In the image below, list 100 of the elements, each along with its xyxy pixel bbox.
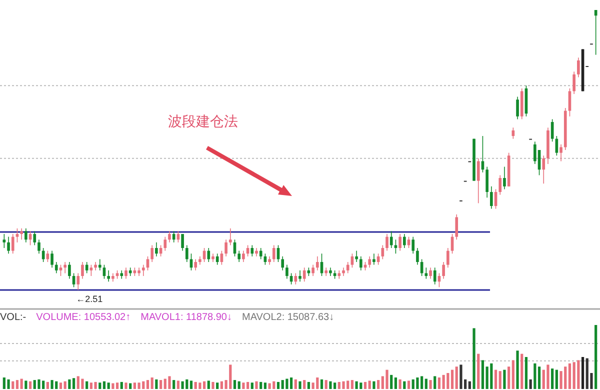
bar xyxy=(124,382,128,389)
bar xyxy=(342,381,345,389)
bar xyxy=(107,382,110,389)
bar xyxy=(181,381,184,389)
bar xyxy=(372,381,376,389)
bar xyxy=(202,381,206,389)
bar xyxy=(529,379,532,389)
bar xyxy=(503,370,506,389)
bar xyxy=(307,382,310,389)
bar xyxy=(94,382,97,389)
bar xyxy=(190,380,193,389)
bar xyxy=(207,380,210,389)
bar xyxy=(298,381,302,389)
bar xyxy=(268,383,271,389)
bar xyxy=(534,363,536,389)
bar xyxy=(324,380,328,389)
bar xyxy=(38,379,40,389)
bar xyxy=(150,377,154,389)
bar xyxy=(438,377,441,389)
bar xyxy=(86,381,88,389)
bar xyxy=(572,362,576,389)
bar xyxy=(212,382,214,389)
bar xyxy=(538,366,541,389)
bar xyxy=(568,363,572,389)
bar xyxy=(407,380,410,389)
bar xyxy=(416,377,419,389)
bar xyxy=(546,364,550,389)
bar xyxy=(481,360,484,389)
bar xyxy=(64,381,66,389)
bar xyxy=(194,382,197,389)
bar xyxy=(250,382,254,389)
bar xyxy=(255,381,258,389)
bar xyxy=(286,378,288,389)
bar xyxy=(434,376,436,389)
text: VOL:- xyxy=(0,312,26,323)
bar xyxy=(129,383,132,389)
bar xyxy=(424,378,428,389)
bar xyxy=(276,382,280,389)
bar xyxy=(260,382,262,389)
bar xyxy=(138,382,140,389)
bar xyxy=(442,374,445,389)
bar xyxy=(403,381,406,389)
bar xyxy=(81,378,84,389)
bar xyxy=(386,370,388,389)
bar xyxy=(50,380,54,389)
bar xyxy=(508,366,510,389)
bar xyxy=(494,370,498,389)
bar xyxy=(176,380,180,389)
bar xyxy=(477,354,480,389)
bar xyxy=(159,380,162,389)
bar xyxy=(155,379,158,389)
bar xyxy=(102,381,106,389)
bar xyxy=(98,382,102,389)
bar xyxy=(233,380,236,389)
bar xyxy=(264,382,266,389)
bar xyxy=(551,368,554,389)
bar xyxy=(455,366,458,389)
annotation: 波段建仓法 xyxy=(168,113,238,129)
bar xyxy=(498,371,502,389)
bar xyxy=(59,382,62,389)
bar xyxy=(68,379,71,389)
bar xyxy=(238,381,240,389)
bar xyxy=(116,382,119,389)
bar xyxy=(490,363,493,389)
bar xyxy=(555,370,558,389)
bar xyxy=(294,379,297,389)
bar xyxy=(524,357,528,389)
bar xyxy=(172,380,176,389)
bar xyxy=(468,381,471,389)
bar xyxy=(520,354,524,389)
bar xyxy=(377,380,380,389)
bar xyxy=(303,380,306,389)
bar xyxy=(246,382,250,389)
text: MAVOL1: 11878.90↓ xyxy=(140,312,232,323)
bar xyxy=(290,377,293,389)
bar xyxy=(242,382,245,389)
bar xyxy=(7,379,10,389)
bar xyxy=(594,325,598,389)
bar xyxy=(446,373,450,389)
bar xyxy=(581,357,584,389)
bar xyxy=(329,381,332,389)
bar xyxy=(516,350,519,389)
bar xyxy=(398,379,402,389)
bar xyxy=(12,381,14,389)
text: VOLUME: 10553.02↑ xyxy=(36,312,131,323)
text: MAVOL2: 15087.63↓ xyxy=(242,312,334,323)
bar xyxy=(394,377,398,389)
annotation: ←2.51 xyxy=(76,294,103,304)
bar xyxy=(486,366,488,389)
bar xyxy=(472,328,476,389)
bar xyxy=(460,364,462,389)
bar xyxy=(216,382,219,389)
bar xyxy=(72,378,76,389)
bar xyxy=(512,360,514,389)
bar xyxy=(429,380,432,389)
bar xyxy=(46,382,49,389)
bar xyxy=(390,374,393,389)
bar xyxy=(368,380,371,389)
bar xyxy=(450,370,454,389)
bar xyxy=(28,381,32,389)
